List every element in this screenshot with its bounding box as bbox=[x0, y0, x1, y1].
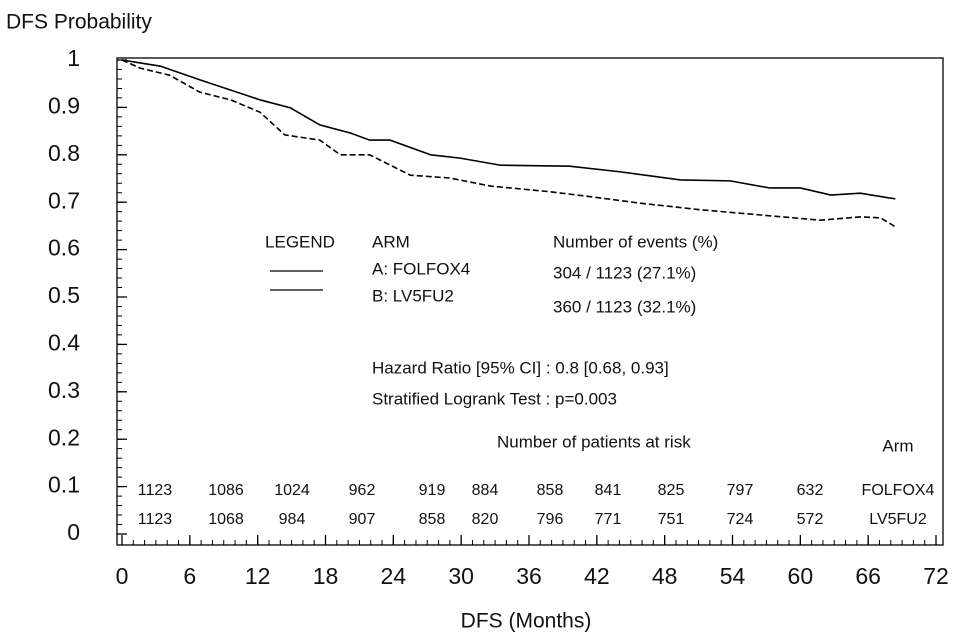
y-tick-label: 0.8 bbox=[48, 140, 80, 166]
y-tick-label: 0.9 bbox=[48, 92, 80, 118]
events: 360 / 1123 (32.1%) bbox=[553, 297, 696, 316]
y-tick-label: 0 bbox=[67, 519, 80, 545]
at-risk-count: 751 bbox=[658, 511, 685, 528]
at-risk-count: 841 bbox=[595, 482, 622, 499]
at-risk-count: 1068 bbox=[208, 511, 244, 528]
at-risk-count: 907 bbox=[349, 511, 376, 528]
y-tick-label: 0.5 bbox=[48, 282, 80, 308]
x-tick-label: 54 bbox=[720, 563, 746, 589]
y-tick-label: 0.6 bbox=[48, 235, 80, 261]
at-risk-count: 820 bbox=[472, 511, 499, 528]
x-tick-label: 24 bbox=[381, 563, 407, 589]
x-tick-label: 6 bbox=[183, 563, 196, 589]
y-tick-label: 1 bbox=[67, 45, 80, 71]
y-tick-label: 0.3 bbox=[48, 377, 80, 403]
at-risk-count: 724 bbox=[727, 511, 754, 528]
y-tick-label: 0.4 bbox=[48, 329, 80, 355]
legend-title: LEGEND bbox=[265, 232, 335, 251]
at-risk-count: 1123 bbox=[138, 511, 173, 528]
y-tick-label: 0.2 bbox=[48, 424, 80, 450]
at-risk-count: 632 bbox=[797, 482, 824, 499]
survival-curve bbox=[121, 59, 896, 228]
at-risk-count: 1123 bbox=[138, 482, 173, 499]
y-tick-label: 0.7 bbox=[48, 187, 80, 213]
x-tick-label: 18 bbox=[313, 563, 339, 589]
at-risk-count: 962 bbox=[349, 482, 376, 499]
at-risk-count: 771 bbox=[595, 511, 622, 528]
at-risk-title: Number of patients at risk bbox=[497, 432, 691, 451]
at-risk-count: 919 bbox=[419, 482, 446, 499]
at-risk-arm-header: Arm bbox=[882, 436, 913, 455]
x-tick-label: 66 bbox=[855, 563, 881, 589]
at-risk-arm: LV5FU2 bbox=[869, 511, 927, 528]
x-tick-label: 42 bbox=[584, 563, 610, 589]
x-tick-label: 48 bbox=[652, 563, 678, 589]
x-tick-label: 60 bbox=[788, 563, 814, 589]
at-risk-count: 1086 bbox=[208, 482, 244, 499]
at-risk-arm: FOLFOX4 bbox=[862, 482, 935, 499]
at-risk-count: 858 bbox=[537, 482, 564, 499]
x-tick-label: 0 bbox=[116, 563, 129, 589]
y-tick-label: 0.1 bbox=[48, 472, 80, 498]
annotation: Stratified Logrank Test : p=0.003 bbox=[372, 389, 617, 408]
at-risk-count: 1024 bbox=[274, 482, 310, 499]
at-risk-count: 884 bbox=[472, 482, 499, 499]
legend-entry: A: FOLFOX4 bbox=[372, 259, 470, 278]
y-axis-title: DFS Probability bbox=[6, 11, 152, 34]
at-risk-count: 825 bbox=[658, 482, 685, 499]
minor-ticks bbox=[117, 59, 937, 545]
events: 304 / 1123 (27.1%) bbox=[553, 263, 696, 282]
x-tick-label: 36 bbox=[516, 563, 542, 589]
survival-curve bbox=[121, 59, 896, 200]
events-header: Number of events (%) bbox=[553, 232, 718, 251]
x-axis-title: DFS (Months) bbox=[461, 610, 592, 633]
annotation: Hazard Ratio [95% CI] : 0.8 [0.68, 0.93] bbox=[372, 358, 669, 377]
legend-arm-header: ARM bbox=[372, 232, 410, 251]
at-risk-count: 796 bbox=[537, 511, 564, 528]
at-risk-count: 572 bbox=[797, 511, 824, 528]
plot-frame bbox=[116, 57, 944, 546]
x-tick-label: 12 bbox=[245, 563, 271, 589]
at-risk-count: 797 bbox=[727, 482, 754, 499]
x-tick-label: 30 bbox=[448, 563, 474, 589]
at-risk-count: 858 bbox=[419, 511, 446, 528]
legend-entry: B: LV5FU2 bbox=[372, 286, 454, 305]
at-risk-count: 984 bbox=[279, 511, 306, 528]
x-tick-label: 72 bbox=[923, 563, 949, 589]
